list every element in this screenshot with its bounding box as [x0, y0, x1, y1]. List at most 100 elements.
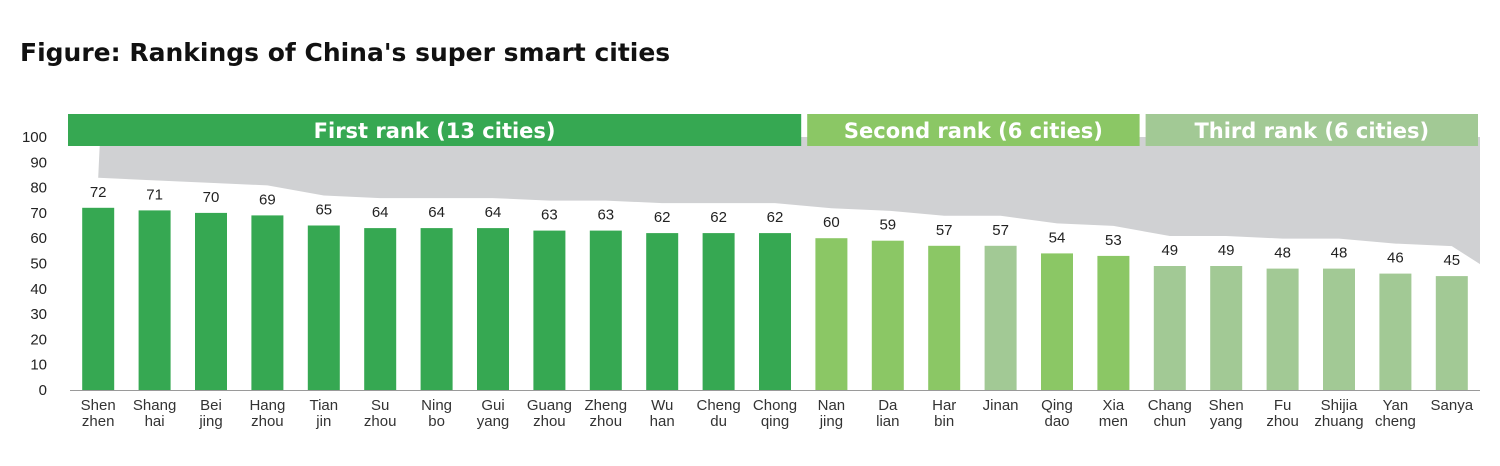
trend-fill: [70, 137, 1480, 265]
bar: [420, 228, 453, 390]
value-label: 63: [541, 207, 558, 224]
value-label: 60: [823, 214, 840, 231]
y-tick-label: 90: [30, 154, 47, 171]
y-tick-label: 10: [30, 357, 47, 374]
category-label: Sanya: [1431, 397, 1474, 414]
category-label: Gui yang: [477, 397, 510, 430]
y-tick-label: 80: [30, 180, 47, 197]
bar: [928, 245, 961, 390]
rank-band-label: Second rank (6 cities): [844, 119, 1103, 143]
category-label: Shen yang: [1209, 397, 1244, 430]
category-label: Ning bo: [421, 397, 452, 430]
value-label: 63: [597, 207, 614, 224]
bar: [364, 228, 397, 390]
rank-band: First rank (13 cities): [68, 114, 802, 146]
value-labels: 72 71 70 69 65 64 64 64 63 63 62 62 62 60 59 57 57 54 53 49…: [90, 184, 1460, 269]
trend-area: [70, 137, 1480, 265]
bar: [1210, 266, 1243, 390]
value-label: 59: [879, 217, 896, 234]
value-label: 72: [90, 184, 107, 201]
value-label: 57: [992, 222, 1009, 239]
rank-band-bar: [1145, 114, 1478, 146]
category-label: Su zhou: [364, 397, 397, 430]
category-label: Wu han: [650, 397, 675, 430]
category-label: Tian jin: [309, 397, 338, 430]
category-label: Bei jing: [198, 397, 222, 430]
value-label: 71: [146, 186, 163, 203]
y-tick-label: 40: [30, 281, 47, 298]
bar: [251, 215, 284, 390]
value-label: 46: [1387, 250, 1404, 267]
value-label: 49: [1161, 242, 1178, 259]
category-label: Shijia zhuang: [1314, 397, 1363, 430]
y-tick-label: 50: [30, 256, 47, 273]
bar: [1153, 266, 1186, 390]
chart-title: Figure: Rankings of China's super smart …: [20, 38, 671, 67]
category-label: Guang zhou: [527, 397, 572, 430]
category-label: Yan cheng: [1375, 397, 1416, 430]
value-label: 62: [710, 209, 727, 226]
bar: [1097, 255, 1130, 390]
bar: [82, 207, 115, 390]
bar: [477, 228, 509, 390]
rank-band-bar: [68, 114, 802, 146]
value-label: 62: [767, 209, 784, 226]
value-label: 70: [203, 189, 220, 206]
bar: [1379, 273, 1412, 390]
bar: [984, 245, 1017, 390]
value-label: 54: [1049, 229, 1066, 246]
value-label: 65: [315, 202, 332, 219]
rank-band-label: First rank (13 cities): [314, 119, 556, 143]
bar: [871, 240, 904, 390]
y-tick-label: 20: [30, 331, 47, 348]
bar: [307, 225, 340, 390]
bar: [1041, 253, 1073, 390]
category-label: Cheng du: [696, 397, 740, 430]
bar: [533, 230, 566, 390]
value-label: 57: [936, 222, 953, 239]
rank-bands: First rank (13 cities) Second rank (6 cit…: [68, 114, 1478, 146]
y-tick-label: 100: [22, 129, 47, 146]
bar: [195, 212, 227, 390]
value-label: 49: [1218, 242, 1235, 259]
bar: [138, 210, 171, 390]
rank-band-label: Third rank (6 cities): [1194, 119, 1429, 143]
category-label: Hang zhou: [249, 397, 285, 430]
rank-band: Third rank (6 cities): [1145, 114, 1478, 146]
value-label: 45: [1443, 252, 1460, 269]
category-label: Zheng zhou: [585, 397, 628, 430]
y-tick-label: 30: [30, 306, 47, 323]
value-label: 53: [1105, 232, 1122, 249]
category-label: Chong qing: [753, 397, 797, 430]
value-label: 48: [1274, 245, 1291, 262]
category-label: Nan jing: [818, 397, 846, 430]
category-label: Jinan: [983, 397, 1019, 414]
bar: [815, 238, 848, 390]
category-label: Shen zhen: [81, 397, 116, 430]
bar: [589, 230, 622, 390]
bar: [702, 233, 735, 390]
bar: [759, 233, 791, 390]
category-label: Da lian: [876, 397, 899, 430]
category-label: Chang chun: [1148, 397, 1192, 430]
value-label: 48: [1331, 245, 1348, 262]
y-tick-label: 0: [39, 382, 47, 399]
value-label: 64: [372, 204, 389, 221]
value-label: 64: [485, 204, 502, 221]
y-tick-label: 60: [30, 230, 47, 247]
x-axis-labels: Shen zhen Shang hai Bei jing Hang zhou Tian jin Su…: [81, 397, 1474, 430]
value-label: 62: [654, 209, 671, 226]
y-axis: 0 10 20 30 40 50 60 70 80 90 100: [22, 129, 1480, 399]
y-tick-label: 70: [30, 205, 47, 222]
bar: [1323, 268, 1355, 390]
category-label: Qing dao: [1041, 397, 1073, 430]
bar: [646, 233, 679, 390]
bar: [1435, 276, 1468, 390]
category-label: Fu zhou: [1266, 397, 1299, 430]
rank-band: Second rank (6 cities): [807, 114, 1140, 146]
category-label: Shang hai: [133, 397, 176, 430]
category-label: Xia men: [1099, 397, 1128, 430]
rank-band-bar: [807, 114, 1140, 146]
category-label: Har bin: [932, 397, 956, 430]
bars: [82, 207, 1468, 390]
